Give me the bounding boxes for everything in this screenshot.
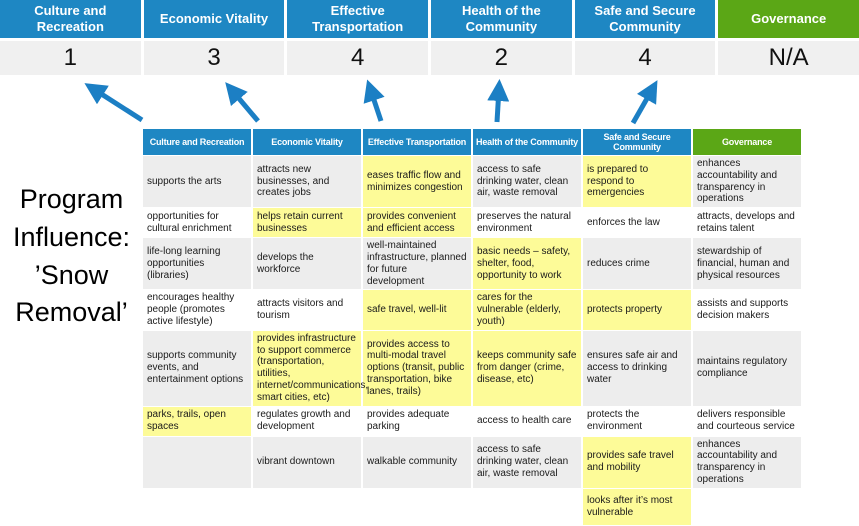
matrix-cell: enhances accountability and transparency… [693,436,803,489]
influence-matrix-table: Culture and Recreation Economic Vitality… [143,129,803,526]
table-row: parks, trails, open spaces regulates gro… [143,406,803,437]
matrix-cell: access to safe drinking water, clean air… [473,436,583,489]
matrix-header-cell: Economic Vitality [253,129,363,156]
matrix-cell: basic needs – safety, shelter, food, opp… [473,238,583,291]
score-effective-transportation: 4 [287,41,428,75]
matrix-header-cell: Effective Transportation [363,129,473,156]
table-row: opportunities for cultural enrichment he… [143,208,803,239]
program-label-column: Program Influence: ’Snow Removal’ [0,129,143,526]
matrix-cell [143,436,253,489]
matrix-cell: stewardship of financial, human and phys… [693,238,803,291]
matrix-header-cell: Safe and Secure Community [583,129,693,156]
matrix-cell: supports the arts [143,156,253,209]
score-economic-vitality: 3 [143,41,285,75]
matrix-cell: provides safe travel and mobility [583,436,693,489]
banner-header-economic-vitality: Economic Vitality [143,0,285,38]
matrix-cell: maintains regulatory compliance [693,330,803,407]
matrix-cell: protects the environment [583,406,693,437]
matrix-cell: walkable community [363,436,473,489]
matrix-cell: access to health care [473,406,583,437]
matrix-cell: enforces the law [583,208,693,239]
matrix-cell: is prepared to respond to emergencies [583,156,693,209]
matrix-cell: vibrant downtown [253,436,363,489]
up-arrow-icon [630,80,658,125]
table-row: supports the arts attracts new businesse… [143,156,803,209]
matrix-cell: encourages healthy people (promotes acti… [143,290,253,331]
matrix-cell [253,488,363,526]
up-arrow-icon [84,83,144,123]
matrix-cell: attracts new businesses, and creates job… [253,156,363,209]
matrix-cell: helps retain current businesses [253,208,363,239]
matrix-cell: cares for the vulnerable (elderly, youth… [473,290,583,331]
banner-header-governance: Governance [718,0,859,38]
matrix-cell: parks, trails, open spaces [143,406,253,437]
matrix-header-cell: Culture and Recreation [143,129,253,156]
banner-header-safe-secure-community: Safe and Secure Community [574,0,716,38]
matrix-cell: enhances accountability and transparency… [693,156,803,209]
matrix-cell: attracts visitors and tourism [253,290,363,331]
matrix-cell [143,488,253,526]
up-arrow-icon [225,82,260,123]
table-row: life-long learning opportunities (librar… [143,238,803,291]
arrow-zone [0,75,859,129]
matrix-cell: delivers responsible and courteous servi… [693,406,803,437]
matrix-cell: eases traffic flow and minimizes congest… [363,156,473,209]
matrix-cell: keeps community safe from danger (crime,… [473,330,583,407]
score-safe-secure-community: 4 [574,41,716,75]
matrix-cell: provides access to multi-modal travel op… [363,330,473,407]
matrix-cell [693,488,803,526]
matrix-cell: protects property [583,290,693,331]
matrix-cell: opportunities for cultural enrichment [143,208,253,239]
matrix-cell: ensures safe air and access to drinking … [583,330,693,407]
matrix-cell: safe travel, well-lit [363,290,473,331]
up-arrow-icon [363,79,385,122]
main-area: Program Influence: ’Snow Removal’ Cultur… [0,129,859,526]
matrix-header-cell-governance: Governance [693,129,803,156]
score-governance: N/A [718,41,859,75]
pillar-banner: Culture and Recreation Economic Vitality… [0,0,859,75]
matrix-cell: assists and supports decision makers [693,290,803,331]
table-row: looks after it’s most vulnerable [143,488,803,526]
matrix-cell: access to safe drinking water, clean air… [473,156,583,209]
matrix-cell: provides infrastructure to support comme… [253,330,368,407]
matrix-header-cell: Health of the Community [473,129,583,156]
matrix-cell [473,488,583,526]
matrix-cell: well-maintained infrastructure, planned … [363,238,473,291]
matrix-cell: provides convenient and efficient access [363,208,473,239]
matrix-cell: preserves the natural environment [473,208,583,239]
score-health-community: 2 [431,41,572,75]
banner-header-effective-transportation: Effective Transportation [287,0,428,38]
program-title: Program Influence: ’Snow Removal’ [12,184,131,328]
matrix-cell: looks after it’s most vulnerable [583,488,693,526]
matrix-cell: reduces crime [583,238,693,291]
matrix-cell: regulates growth and development [253,406,363,437]
table-row: encourages healthy people (promotes acti… [143,290,803,331]
matrix-cell: attracts, develops and retains talent [693,208,803,239]
matrix-cell [363,488,473,526]
matrix-header-row: Culture and Recreation Economic Vitality… [143,129,803,156]
table-row: vibrant downtown walkable community acce… [143,436,803,489]
matrix-cell: supports community events, and entertain… [143,330,253,407]
matrix-cell: develops the workforce [253,238,363,291]
matrix-cell: provides adequate parking [363,406,473,437]
banner-header-health-community: Health of the Community [431,0,572,38]
score-culture-recreation: 1 [0,41,141,75]
table-row: supports community events, and entertain… [143,330,803,407]
matrix-cell: life-long learning opportunities (librar… [143,238,253,291]
up-arrow-icon [487,79,510,123]
banner-header-culture-recreation: Culture and Recreation [0,0,141,38]
